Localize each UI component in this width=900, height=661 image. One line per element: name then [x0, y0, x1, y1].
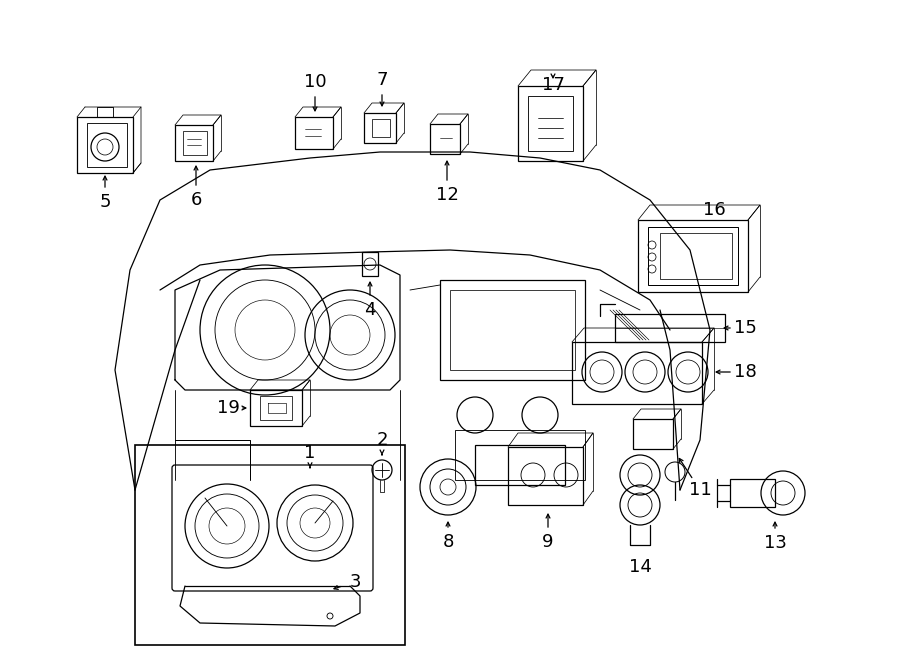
Text: 4: 4	[364, 301, 376, 319]
Bar	[572, 342, 702, 404]
Text: 5: 5	[99, 193, 111, 211]
Bar	[633, 419, 673, 449]
Text: 9: 9	[542, 533, 554, 551]
Bar	[508, 447, 583, 505]
Bar	[660, 233, 732, 279]
Bar	[77, 117, 133, 173]
Text: 10: 10	[303, 73, 327, 91]
Text: 11: 11	[688, 481, 711, 499]
Bar	[648, 227, 738, 285]
Bar	[362, 252, 378, 276]
Text: 12: 12	[436, 186, 458, 204]
Text: 16: 16	[703, 201, 725, 219]
Bar	[175, 125, 213, 161]
Bar	[295, 117, 333, 149]
Bar	[430, 124, 460, 154]
Bar	[372, 119, 390, 137]
Text: 18: 18	[734, 363, 756, 381]
Bar	[260, 396, 292, 420]
Bar	[364, 113, 396, 143]
Text: 7: 7	[376, 71, 388, 89]
Bar	[450, 290, 575, 370]
Text: 15: 15	[734, 319, 756, 337]
Bar	[638, 220, 748, 292]
Bar	[87, 123, 127, 167]
Text: 19: 19	[217, 399, 239, 417]
Text: 3: 3	[349, 573, 361, 591]
Text: 13: 13	[763, 534, 787, 552]
Text: 6: 6	[190, 191, 202, 209]
Text: 1: 1	[304, 444, 316, 462]
Text: 8: 8	[442, 533, 454, 551]
Bar	[250, 390, 302, 426]
Bar	[730, 479, 775, 507]
Bar	[440, 280, 585, 380]
Bar	[135, 445, 405, 645]
Text: 14: 14	[628, 558, 652, 576]
Bar	[455, 430, 585, 480]
Bar	[183, 131, 207, 155]
Bar	[518, 86, 583, 161]
Text: 17: 17	[542, 76, 564, 94]
Bar	[528, 96, 573, 151]
Bar	[475, 445, 565, 485]
Text: 2: 2	[376, 431, 388, 449]
Bar	[615, 314, 725, 342]
